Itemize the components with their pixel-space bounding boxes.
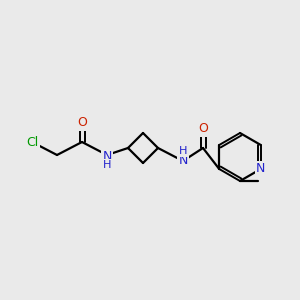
Text: N: N — [102, 149, 112, 163]
Text: Cl: Cl — [26, 136, 38, 148]
Text: H: H — [103, 160, 111, 170]
Text: O: O — [198, 122, 208, 136]
Text: N: N — [256, 163, 266, 176]
Text: N: N — [178, 154, 188, 166]
Text: H: H — [179, 146, 187, 156]
Text: O: O — [77, 116, 87, 130]
